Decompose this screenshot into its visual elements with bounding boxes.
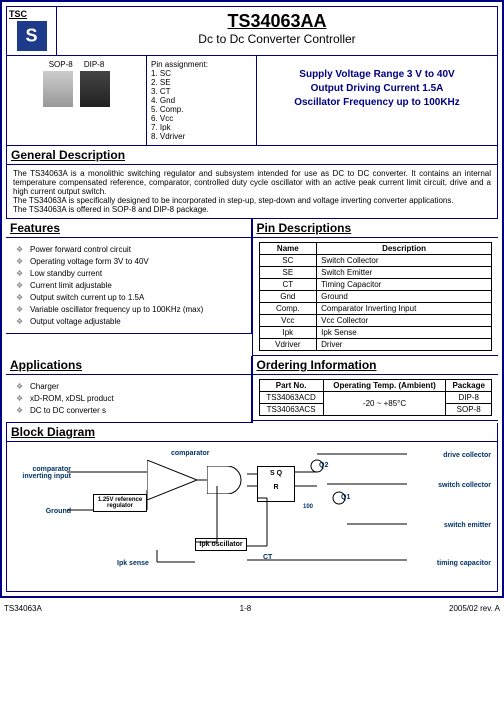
- feat-item: Variable oscillator frequency up to 100K…: [16, 305, 245, 314]
- pd-n: Ipk: [259, 327, 317, 339]
- pin-8: 8. Vdriver: [151, 132, 252, 141]
- feat-item: Output switch current up to 1.5A: [16, 293, 245, 302]
- ordering-title: Ordering Information: [253, 356, 499, 375]
- pd-d: Timing Capacitor: [317, 279, 492, 291]
- ordering-table: Part No. Operating Temp. (Ambient) Packa…: [259, 379, 493, 416]
- part-subtitle: Dc to Dc Converter Controller: [61, 32, 493, 46]
- features-col: Features Power forward control circuit O…: [6, 219, 253, 356]
- key-specs-cell: Supply Voltage Range 3 V to 40V Output D…: [257, 56, 497, 145]
- pindesc-col: Pin Descriptions NameDescription SCSwitc…: [253, 219, 499, 356]
- pd-d: Comparator Inverting Input: [317, 303, 492, 315]
- pd-d: Switch Collector: [317, 255, 492, 267]
- gd-p2: The TS34063A is specifically designed to…: [13, 196, 491, 205]
- th-temp: Operating Temp. (Ambient): [323, 380, 446, 392]
- bd-sw-emit: switch emitter: [444, 522, 491, 529]
- pin-1: 1. SC: [151, 69, 252, 78]
- logo-icon: [17, 21, 47, 51]
- pkg2-label: DIP-8: [84, 60, 104, 69]
- spec-current: Output Driving Current 1.5A: [263, 83, 491, 94]
- package-cell: SOP-8 DIP-8: [7, 56, 147, 145]
- features-pins-row: Features Power forward control circuit O…: [6, 219, 498, 356]
- pin-6: 6. Vcc: [151, 114, 252, 123]
- header-row: TSC TS34063AA Dc to Dc Converter Control…: [6, 6, 498, 56]
- spec-voltage: Supply Voltage Range 3 V to 40V: [263, 69, 491, 80]
- feat-item: Current limit adjustable: [16, 281, 245, 290]
- apps-body: Charger xD-ROM, xDSL product DC to DC co…: [6, 375, 252, 423]
- ordering-body: Part No. Operating Temp. (Ambient) Packa…: [253, 375, 499, 421]
- general-desc-title: General Description: [6, 146, 498, 165]
- app-item: DC to DC converter s: [16, 406, 245, 415]
- pd-n: SC: [259, 255, 317, 267]
- th-partno: Part No.: [259, 380, 323, 392]
- top-info-row: SOP-8 DIP-8 Pin assignment: 1. SC 2. SE …: [6, 56, 498, 146]
- th-pkg: Package: [446, 380, 492, 392]
- pd-n: CT: [259, 279, 317, 291]
- apps-col: Applications Charger xD-ROM, xDSL produc…: [6, 356, 253, 423]
- footer-right: 2005/02 rev. A: [449, 604, 500, 613]
- footer-mid: 1-8: [240, 604, 252, 613]
- pkg1-label: SOP-8: [49, 60, 73, 69]
- pd-n: Gnd: [259, 291, 317, 303]
- pd-n: Comp.: [259, 303, 317, 315]
- ordering-col: Ordering Information Part No. Operating …: [253, 356, 499, 423]
- part-title: TS34063AA: [61, 11, 493, 32]
- ord-pkg: SOP-8: [446, 404, 492, 416]
- pindesc-table: NameDescription SCSwitch Collector SESwi…: [259, 242, 493, 351]
- footer-left: TS34063A: [4, 604, 42, 613]
- pin-3: 3. CT: [151, 87, 252, 96]
- dip-chip-icon: [80, 71, 110, 107]
- ord-pn: TS34063ACS: [259, 404, 323, 416]
- pindesc-body: NameDescription SCSwitch Collector SESwi…: [253, 238, 499, 356]
- pd-d: Switch Emitter: [317, 267, 492, 279]
- apps-ordering-row: Applications Charger xD-ROM, xDSL produc…: [6, 356, 498, 423]
- bd-ground: Ground: [11, 508, 71, 515]
- title-cell: TS34063AA Dc to Dc Converter Controller: [57, 7, 497, 55]
- features-body: Power forward control circuit Operating …: [6, 238, 252, 334]
- page-footer: TS34063A 1-8 2005/02 rev. A: [0, 598, 504, 615]
- gd-p3: The TS34063A is offered in SOP-8 and DIP…: [13, 205, 491, 214]
- bd-drive-coll: drive collector: [443, 452, 491, 459]
- pd-d: Vcc Collector: [317, 315, 492, 327]
- ord-pkg: DIP-8: [446, 392, 492, 404]
- pd-d: Ipk Sense: [317, 327, 492, 339]
- datasheet-page: TSC TS34063AA Dc to Dc Converter Control…: [0, 0, 504, 598]
- app-item: Charger: [16, 382, 245, 391]
- pin-assignment-cell: Pin assignment: 1. SC 2. SE 3. CT 4. Gnd…: [147, 56, 257, 145]
- block-diagram: comparator inverting input Ground 1.25V …: [6, 442, 498, 592]
- block-diagram-title: Block Diagram: [6, 423, 498, 442]
- pin-5: 5. Comp.: [151, 105, 252, 114]
- pin-7: 7. Ipk: [151, 123, 252, 132]
- ord-temp: -20 ~ +85°C: [323, 392, 446, 416]
- gd-p1: The TS34063A is a monolithic switching r…: [13, 169, 491, 196]
- feat-item: Output voltage adjustable: [16, 317, 245, 326]
- brand-label: TSC: [9, 9, 27, 19]
- apps-title: Applications: [6, 356, 252, 375]
- app-item: xD-ROM, xDSL product: [16, 394, 245, 403]
- pd-n: Vdriver: [259, 339, 317, 351]
- pin-title: Pin assignment:: [151, 60, 252, 69]
- pindesc-title: Pin Descriptions: [253, 219, 499, 238]
- apps-list: Charger xD-ROM, xDSL product DC to DC co…: [12, 382, 245, 415]
- pd-n: Vcc: [259, 315, 317, 327]
- spec-freq: Oscillator Frequency up to 100KHz: [263, 97, 491, 108]
- feat-item: Power forward control circuit: [16, 245, 245, 254]
- feat-item: Operating voltage form 3V to 40V: [16, 257, 245, 266]
- th-name: Name: [259, 243, 317, 255]
- pd-d: Ground: [317, 291, 492, 303]
- ord-pn: TS34063ACD: [259, 392, 323, 404]
- pin-2: 2. SE: [151, 78, 252, 87]
- pin-4: 4. Gnd: [151, 96, 252, 105]
- feat-item: Low standby current: [16, 269, 245, 278]
- pd-n: SE: [259, 267, 317, 279]
- bd-comp-inv: comparator inverting input: [11, 466, 71, 480]
- features-title: Features: [6, 219, 252, 238]
- th-desc: Description: [317, 243, 492, 255]
- features-list: Power forward control circuit Operating …: [12, 245, 245, 326]
- logo-cell: TSC: [7, 7, 57, 55]
- sop-chip-icon: [43, 71, 73, 107]
- pd-d: Driver: [317, 339, 492, 351]
- general-desc-body: The TS34063A is a monolithic switching r…: [6, 165, 498, 219]
- block-wires-icon: [67, 442, 447, 582]
